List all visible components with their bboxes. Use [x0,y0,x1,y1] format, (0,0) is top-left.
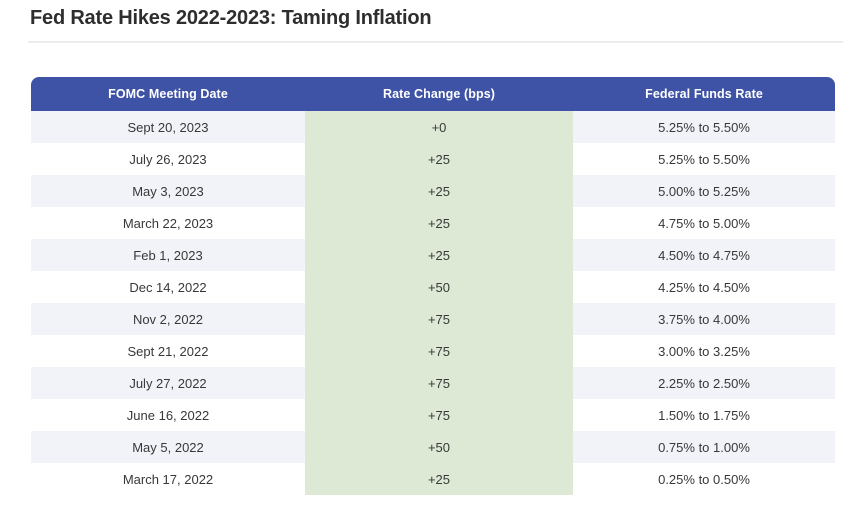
cell-change: +50 [305,271,573,303]
cell-change: +75 [305,335,573,367]
cell-date: Sept 20, 2023 [127,119,209,135]
table-header-row: FOMC Meeting Date Rate Change (bps) Fede… [31,77,835,111]
column-header-meeting-date: FOMC Meeting Date [108,87,228,101]
cell-change: +25 [305,463,573,495]
cell-date: May 3, 2023 [132,183,204,199]
table-row: Feb 1, 2023 +25 4.50% to 4.75% [31,239,835,271]
cell-rate: 5.25% to 5.50% [658,151,750,167]
table-row: July 26, 2023 +25 5.25% to 5.50% [31,143,835,175]
table-row: May 5, 2022 +50 0.75% to 1.00% [31,431,835,463]
cell-rate: 5.25% to 5.50% [658,119,750,135]
table-row: March 17, 2022 +25 0.25% to 0.50% [31,463,835,495]
cell-rate: 4.50% to 4.75% [658,247,750,263]
cell-change: +0 [305,111,573,143]
cell-rate: 3.00% to 3.25% [658,343,750,359]
cell-rate: 4.25% to 4.50% [658,279,750,295]
table-row: Sept 20, 2023 +0 5.25% to 5.50% [31,111,835,143]
cell-change: +25 [305,239,573,271]
table-row: May 3, 2023 +25 5.00% to 5.25% [31,175,835,207]
column-header-rate-change: Rate Change (bps) [382,87,496,101]
table-row: Nov 2, 2022 +75 3.75% to 4.00% [31,303,835,335]
cell-date: July 26, 2023 [129,151,207,167]
cell-date: March 17, 2022 [122,471,214,487]
cell-change: +50 [305,431,573,463]
column-header-funds-rate: Federal Funds Rate [645,87,763,101]
table-row: June 16, 2022 +75 1.50% to 1.75% [31,399,835,431]
cell-rate: 5.00% to 5.25% [658,183,750,199]
cell-rate: 0.75% to 1.00% [658,439,750,455]
cell-change: +75 [305,367,573,399]
cell-date: Nov 2, 2022 [132,311,204,327]
table-row: Dec 14, 2022 +50 4.25% to 4.50% [31,271,835,303]
cell-rate: 0.25% to 0.50% [658,471,750,487]
cell-rate: 2.25% to 2.50% [658,375,750,391]
cell-date: Feb 1, 2023 [133,247,203,263]
cell-date: June 16, 2022 [126,407,210,423]
table-row: March 22, 2023 +25 4.75% to 5.00% [31,207,835,239]
cell-date: Sept 21, 2022 [127,343,209,359]
table-body: Sept 20, 2023 +0 5.25% to 5.50% July 26, 20… [31,111,835,495]
cell-change: +75 [305,399,573,431]
cell-date: Dec 14, 2022 [129,279,207,295]
cell-change: +25 [305,175,573,207]
cell-change: +75 [305,303,573,335]
cell-date: May 5, 2022 [132,439,204,455]
cell-change: +25 [305,207,573,239]
cell-rate: 3.75% to 4.00% [658,311,750,327]
table-row: Sept 21, 2022 +75 3.00% to 3.25% [31,335,835,367]
cell-change: +25 [305,143,573,175]
cell-date: March 22, 2023 [122,215,214,231]
table-row: July 27, 2022 +75 2.25% to 2.50% [31,367,835,399]
cell-rate: 1.50% to 1.75% [658,407,750,423]
fed-rate-hikes-table: FOMC Meeting Date Rate Change (bps) Fede… [31,77,835,495]
title-divider [28,41,843,43]
page-title: Fed Rate Hikes 2022-2023: Taming Inflati… [30,7,432,29]
cell-rate: 4.75% to 5.00% [658,215,750,231]
cell-date: July 27, 2022 [129,375,207,391]
